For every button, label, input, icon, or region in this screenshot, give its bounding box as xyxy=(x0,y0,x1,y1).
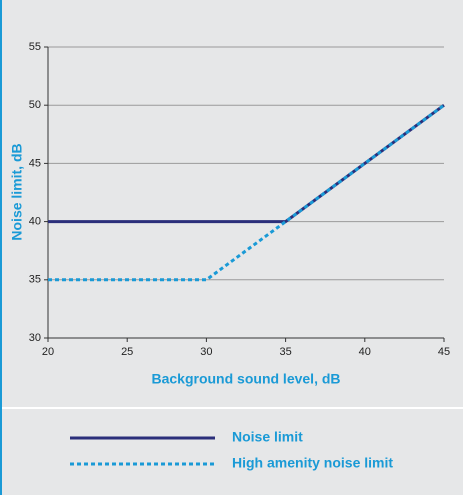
legend-label: Noise limit xyxy=(232,429,303,445)
y-tick-label: 30 xyxy=(29,332,41,344)
side-border xyxy=(0,0,2,495)
legend-label: High amenity noise limit xyxy=(232,455,393,471)
y-axis-label: Noise limit, dB xyxy=(9,143,25,240)
y-tick-label: 45 xyxy=(29,157,41,169)
x-tick-label: 20 xyxy=(42,346,54,358)
series-line xyxy=(48,103,445,282)
x-tick-label: 25 xyxy=(121,346,133,358)
y-tick-label: 50 xyxy=(29,99,41,111)
x-tick-label: 35 xyxy=(279,346,291,358)
x-tick-label: 40 xyxy=(359,346,371,358)
y-tick-label: 55 xyxy=(29,41,41,53)
x-tick-label: 45 xyxy=(438,346,450,358)
y-tick-label: 35 xyxy=(29,274,41,286)
x-tick-label: 30 xyxy=(200,346,212,358)
x-axis-label: Background sound level, dB xyxy=(151,371,340,387)
y-tick-label: 40 xyxy=(29,216,41,228)
